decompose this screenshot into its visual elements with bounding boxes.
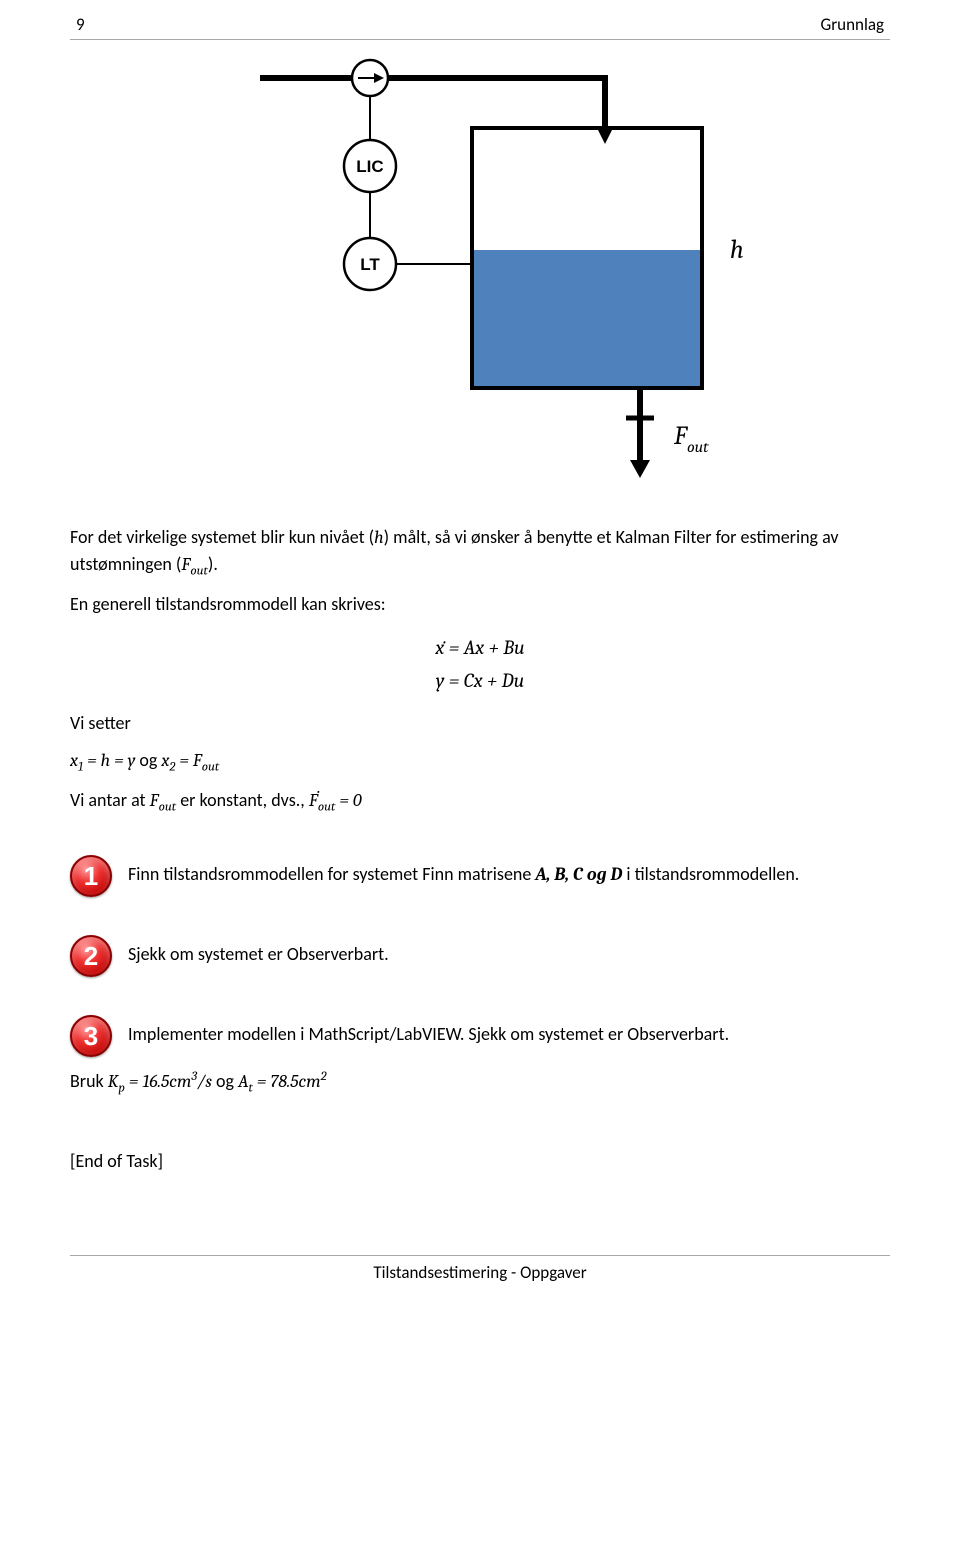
vi-setter: Vi setter (70, 710, 890, 737)
task-2-icon: 2 (70, 935, 112, 977)
intro-paragraph: For det virkelige systemet blir kun nivå… (70, 524, 890, 581)
page-footer: Tilstandsestimering - Oppgaver (70, 1255, 890, 1283)
eq-xdot: ẋ = Ax + Bu (70, 636, 890, 659)
task-1-icon: 1 (70, 855, 112, 897)
level-label: h (730, 235, 744, 265)
task-3-params: Bruk Kp = 16.5cm3/s og At = 78.5cm2 (70, 1067, 890, 1098)
tank-diagram: LIC LT h Fout (70, 48, 890, 488)
state-definitions: x1 = h = y og x2 = Fout (70, 747, 890, 777)
task-3-icon: 3 (70, 1015, 112, 1057)
outflow-label: Fout (673, 421, 709, 456)
task-2: 2 Sjekk om systemet er Observerbart. (70, 935, 890, 977)
task-1-text: Finn tilstandsrommodellen for systemet F… (128, 855, 799, 888)
task-3: 3 Implementer modellen i MathScript/LabV… (70, 1015, 890, 1057)
task-1: 1 Finn tilstandsrommodellen for systemet… (70, 855, 890, 897)
constant-assumption: Vi antar at Fout er konstant, dvs., Ḟout… (70, 787, 890, 817)
page-number: 9 (76, 14, 85, 35)
end-of-task: [End of Task] (70, 1148, 890, 1175)
model-intro: En generell tilstandsrommodell kan skriv… (70, 591, 890, 618)
page-header: 9 Grunnlag (70, 0, 890, 40)
section-title: Grunnlag (821, 14, 885, 35)
task-3-text: Implementer modellen i MathScript/LabVIE… (128, 1015, 729, 1048)
eq-y: y = Cx + Du (70, 669, 890, 692)
task-2-text: Sjekk om systemet er Observerbart. (128, 935, 389, 968)
lic-label: LIC (356, 157, 383, 176)
state-equations: ẋ = Ax + Bu y = Cx + Du (70, 636, 890, 692)
lt-label: LT (360, 255, 380, 274)
